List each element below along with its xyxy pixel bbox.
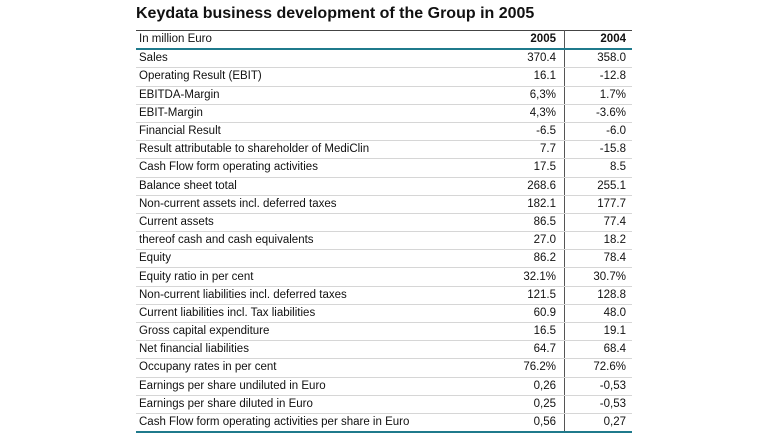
row-label: Result attributable to shareholder of Me…	[136, 140, 473, 160]
table-row: Equity 86.2 78.4	[136, 249, 632, 269]
row-label: EBIT-Margin	[136, 104, 473, 123]
table-row: Earnings per share undiluted in Euro 0,26…	[136, 377, 632, 396]
row-value-2005: 17.5	[473, 158, 565, 178]
row-value-2005: 268.6	[473, 177, 565, 196]
row-label: Sales	[136, 49, 473, 69]
row-label: Net financial liabilities	[136, 340, 473, 360]
row-value-2004: -12.8	[564, 67, 632, 87]
row-label: Financial Result	[136, 122, 473, 142]
row-label: Current assets	[136, 213, 473, 233]
row-value-2005: 32.1%	[473, 267, 565, 287]
table-row: Sales 370.4 358.0	[136, 49, 632, 69]
row-label: Earnings per share diluted in Euro	[136, 395, 473, 414]
row-label: Current liabilities incl. Tax liabilitie…	[136, 304, 473, 324]
row-value-2005: 4,3%	[473, 104, 565, 123]
row-value-2004: 48.0	[564, 304, 632, 324]
table-header: In million Euro 2005 2004	[136, 30, 632, 51]
row-value-2004: -0,53	[564, 395, 632, 414]
header-row: In million Euro 2005 2004	[136, 30, 632, 51]
table-row: Net financial liabilities 64.7 68.4	[136, 340, 632, 360]
table-row: Operating Result (EBIT) 16.1 -12.8	[136, 67, 632, 87]
table-row: Result attributable to shareholder of Me…	[136, 140, 632, 160]
table-row: Equity ratio in per cent 32.1% 30.7%	[136, 267, 632, 287]
row-value-2005: 86.2	[473, 249, 565, 269]
row-value-2004: 30.7%	[564, 267, 632, 287]
row-label: Cash Flow form operating activities	[136, 158, 473, 178]
row-label: Non-current assets incl. deferred taxes	[136, 195, 473, 214]
table-row: Cash Flow form operating activities 17.5 8…	[136, 158, 632, 178]
row-value-2005: 182.1	[473, 195, 565, 214]
row-label: Operating Result (EBIT)	[136, 67, 473, 87]
row-value-2004: 177.7	[564, 195, 632, 214]
table-row: Non-current liabilities incl. deferred t…	[136, 286, 632, 305]
table-row: thereof cash and cash equivalents 27.0 18.…	[136, 231, 632, 251]
row-label: Equity	[136, 249, 473, 269]
row-value-2005: 16.1	[473, 67, 565, 87]
row-value-2005: 121.5	[473, 286, 565, 305]
row-value-2004: 77.4	[564, 213, 632, 233]
row-label: Gross capital expenditure	[136, 322, 473, 342]
table-row: Financial Result -6.5 -6.0	[136, 122, 632, 142]
table-row: Non-current assets incl. deferred taxes 1…	[136, 195, 632, 214]
row-value-2005: 86.5	[473, 213, 565, 233]
table-row: Earnings per share diluted in Euro 0,25 -0…	[136, 395, 632, 414]
row-value-2004: 128.8	[564, 286, 632, 305]
row-value-2005: 7.7	[473, 140, 565, 160]
table-row: Balance sheet total 268.6 255.1	[136, 177, 632, 196]
header-year-2005: 2005	[473, 30, 565, 51]
keydata-table: In million Euro 2005 2004 Sales 370.4 358.…	[136, 30, 632, 433]
row-value-2005: -6.5	[473, 122, 565, 142]
table-row: Current assets 86.5 77.4	[136, 213, 632, 233]
row-value-2005: 64.7	[473, 340, 565, 360]
row-value-2004: 1.7%	[564, 86, 632, 105]
row-label: thereof cash and cash equivalents	[136, 231, 473, 251]
row-value-2004: 18.2	[564, 231, 632, 251]
row-value-2005: 16.5	[473, 322, 565, 342]
table-row: Cash Flow form operating activities per …	[136, 413, 632, 433]
table-row: Occupany rates in per cent 76.2% 72.6%	[136, 358, 632, 378]
header-year-2004: 2004	[564, 30, 632, 51]
row-value-2005: 76.2%	[473, 358, 565, 378]
row-value-2004: 0,27	[564, 413, 632, 433]
table-row: EBIT-Margin 4,3% -3.6%	[136, 104, 632, 123]
row-value-2005: 27.0	[473, 231, 565, 251]
row-label: EBITDA-Margin	[136, 86, 473, 105]
table-row: Current liabilities incl. Tax liabilitie…	[136, 304, 632, 324]
row-value-2004: 8.5	[564, 158, 632, 178]
row-value-2004: -3.6%	[564, 104, 632, 123]
row-value-2005: 6,3%	[473, 86, 565, 105]
row-value-2004: 78.4	[564, 249, 632, 269]
row-value-2004: -15.8	[564, 140, 632, 160]
row-value-2005: 0,26	[473, 377, 565, 396]
table-body: Sales 370.4 358.0 Operating Result (EBIT) 16…	[136, 49, 632, 433]
row-value-2004: -0,53	[564, 377, 632, 396]
table-row: Gross capital expenditure 16.5 19.1	[136, 322, 632, 342]
row-label: Balance sheet total	[136, 177, 473, 196]
row-value-2005: 60.9	[473, 304, 565, 324]
row-value-2004: 68.4	[564, 340, 632, 360]
table-row: EBITDA-Margin 6,3% 1.7%	[136, 86, 632, 105]
row-value-2004: 255.1	[564, 177, 632, 196]
row-label: Cash Flow form operating activities per …	[136, 413, 473, 433]
row-label: Non-current liabilities incl. deferred t…	[136, 286, 473, 305]
row-value-2004: 19.1	[564, 322, 632, 342]
row-label: Occupany rates in per cent	[136, 358, 473, 378]
row-value-2005: 0,25	[473, 395, 565, 414]
row-value-2005: 0,56	[473, 413, 565, 433]
row-value-2004: 358.0	[564, 49, 632, 69]
row-value-2005: 370.4	[473, 49, 565, 69]
table-title: Keydata business development of the Grou…	[136, 5, 535, 22]
header-unit-label: In million Euro	[136, 30, 473, 51]
row-label: Equity ratio in per cent	[136, 267, 473, 287]
row-value-2004: 72.6%	[564, 358, 632, 378]
row-value-2004: -6.0	[564, 122, 632, 142]
row-label: Earnings per share undiluted in Euro	[136, 377, 473, 396]
